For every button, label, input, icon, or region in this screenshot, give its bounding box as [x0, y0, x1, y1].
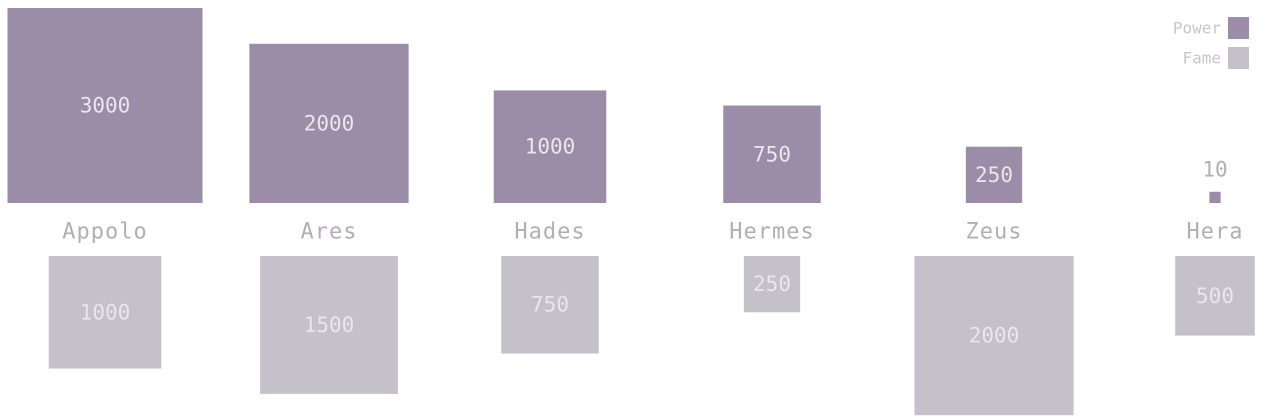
legend-swatch-fame	[1228, 47, 1249, 69]
power-value-zeus: 250	[975, 163, 1013, 187]
legend-swatch-power	[1228, 17, 1249, 39]
fame-value-appolo: 1000	[80, 300, 131, 324]
power-value-hades: 1000	[525, 135, 576, 159]
power-value-ares: 2000	[304, 111, 355, 135]
fame-value-hera: 500	[1196, 284, 1234, 308]
power-value-hera: 10	[1202, 158, 1227, 182]
fame-value-hades: 750	[531, 293, 569, 317]
legend: Power Fame	[1173, 17, 1249, 69]
category-label-ares: Ares	[301, 220, 358, 245]
category-labels: Appolo Ares Hades Hermes Zeus Hera	[62, 220, 1243, 245]
fame-value-hermes: 250	[753, 272, 791, 296]
category-label-appolo: Appolo	[62, 220, 147, 245]
fame-series: 1000 1500 750 250 2000 500	[49, 256, 1255, 415]
legend-label-power: Power	[1173, 19, 1222, 38]
category-label-hermes: Hermes	[729, 220, 814, 245]
category-label-zeus: Zeus	[966, 220, 1023, 245]
power-value-hermes: 750	[753, 142, 791, 166]
legend-label-fame: Fame	[1182, 49, 1221, 68]
power-series: 3000 2000 1000 750 250 10	[8, 8, 1228, 203]
category-label-hades: Hades	[514, 220, 585, 245]
fame-value-ares: 1500	[304, 313, 355, 337]
category-label-hera: Hera	[1187, 220, 1244, 245]
power-value-appolo: 3000	[80, 94, 131, 118]
fame-value-zeus: 2000	[969, 324, 1020, 348]
power-square-hera	[1209, 192, 1220, 203]
